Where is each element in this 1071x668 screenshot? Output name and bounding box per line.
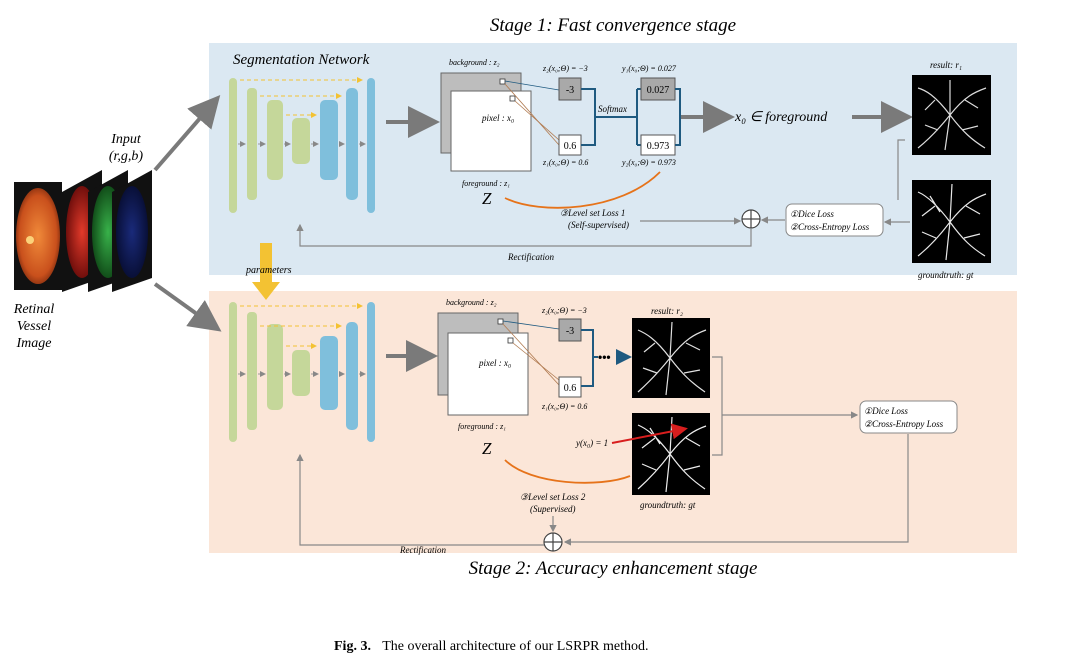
- stage2-foreground-map: [447, 332, 529, 416]
- stage2-y-expr: y(x₀) = 1: [575, 438, 608, 448]
- stage1-z2-expr: z₂(x₀;Θ) = −3: [542, 64, 588, 73]
- parameters-arrow-shaft: [260, 243, 272, 283]
- parameters-arrow-head: [252, 282, 280, 300]
- stage2-levelset-type: (Supervised): [530, 504, 575, 514]
- stage1-softmax-out: [636, 88, 641, 146]
- stage2-pixel-marker-fg: [507, 337, 514, 344]
- stage1-prob-bg: 0.027: [647, 85, 670, 96]
- stage2-pixel-marker-bg: [497, 318, 504, 325]
- stage2-logit-bg: -3: [566, 326, 574, 337]
- stage1-rectification-line: [296, 223, 752, 247]
- stage1-background-label: background : z₂: [449, 58, 500, 67]
- stage2-background-label: background : z₂: [446, 298, 497, 307]
- stage1-y2-expr: y₂(x₀;Θ) = 0.973: [621, 158, 676, 167]
- stage1-dice-loss: ①Dice Loss: [790, 209, 834, 219]
- stage1-panel: [209, 43, 1017, 275]
- stage2-loss-to-sum: [563, 434, 909, 546]
- input-label: Input: [110, 132, 142, 147]
- stage1-z1-expr: z₁(x₀;Θ) = 0.6: [542, 158, 588, 167]
- stage2-rectification-line: [296, 453, 544, 546]
- retinal-label-2: Vessel: [17, 319, 51, 334]
- input-to-stage2-arrow: [153, 282, 222, 332]
- stage1-bg-link: [504, 80, 560, 91]
- stage2-levelset-curve: [504, 459, 631, 484]
- retinal-label-1: Retinal: [13, 302, 55, 317]
- parameters-label: parameters: [245, 265, 292, 276]
- stage1-softmax-in: [581, 88, 637, 146]
- stage1-decision: x₀ ∈ foreground: [734, 110, 828, 125]
- stage2-fg-link: [512, 342, 560, 381]
- stage1-ce-loss: ②Cross-Entropy Loss: [790, 222, 870, 232]
- stage1-foreground-label: foreground : z₁: [462, 179, 510, 188]
- stage2-pixel-label: pixel : x₀: [478, 358, 511, 368]
- stage1-pixel-marker-fg: [509, 95, 516, 102]
- stage1-prob-bracket: [675, 88, 681, 146]
- stage1-levelset-type: (Self-supervised): [568, 220, 629, 230]
- figure-caption: Fig. 3. The overall architecture of our …: [334, 639, 649, 654]
- stage2-rectification-label: Rectification: [399, 545, 446, 555]
- segmentation-network-label: Segmentation Network: [233, 52, 370, 68]
- stage1-logit-bg: -3: [566, 85, 574, 96]
- stage2-result-label: result: r₂: [651, 306, 683, 316]
- stage2-bg-link: [502, 320, 560, 330]
- stage1-fg-link: [514, 100, 560, 141]
- stage2-z1-expr: z₁(x₀;Θ) = 0.6: [541, 402, 587, 411]
- stage1-levelset-loss: ③Level set Loss 1: [560, 208, 625, 218]
- stage1-result-image: [912, 75, 991, 155]
- stage1-prob-fg: 0.973: [647, 141, 670, 152]
- stage2-ellipsis: •••: [598, 350, 611, 364]
- stage2-ce-loss: ②Cross-Entropy Loss: [864, 419, 944, 429]
- stage1-rectification-label: Rectification: [507, 252, 554, 262]
- stage2-z2-expr: z₂(x₀;Θ) = −3: [541, 306, 587, 315]
- stage1-result-label: result: r₁: [930, 60, 962, 70]
- stage1-pixel-label: pixel : x₀: [481, 113, 514, 123]
- stage1-foreground-map: [450, 90, 532, 172]
- softmax-label: Softmax: [598, 104, 627, 114]
- stage1-groundtruth-label: groundtruth: gt: [918, 270, 974, 280]
- stage2-groundtruth-image: [632, 413, 710, 495]
- stage1-y1-expr: y₁(x₀;Θ) = 0.027: [621, 64, 677, 73]
- stage2-z-symbol: Z: [482, 439, 492, 458]
- input-to-stage1-arrow: [153, 94, 221, 172]
- stage1-result-to-loss: [897, 139, 905, 200]
- stage2-foreground-label: foreground : z₁: [458, 422, 506, 431]
- stage1-title: Stage 1: Fast convergence stage: [490, 15, 736, 36]
- stage1-z-symbol: Z: [482, 189, 492, 208]
- stage2-pixel-label-arrow: [611, 423, 688, 444]
- caption-prefix: Fig. 3.: [334, 639, 371, 654]
- stage2-logit-fg: 0.6: [564, 383, 577, 394]
- stage2-groundtruth-label: groundtruth: gt: [640, 500, 696, 510]
- stage2-sum-plus: [544, 533, 562, 551]
- retinal-label-3: Image: [16, 336, 52, 351]
- stage1-loss-box: [785, 203, 884, 237]
- stage1-levelset-curve: [504, 171, 661, 209]
- stage2-levelset-loss: ③Level set Loss 2: [520, 492, 586, 502]
- stage2-result-image: [632, 318, 710, 398]
- input-channels-label: (r,g,b): [109, 149, 144, 164]
- stage1-unet: [229, 77, 375, 213]
- retinal-image: [14, 182, 62, 290]
- stage1-groundtruth-image: [912, 180, 991, 263]
- stage1-bg-link-2: [504, 83, 560, 146]
- stage1-sum-plus: [742, 210, 760, 228]
- stage2-result-to-loss: [712, 356, 723, 456]
- stage2-title: Stage 2: Accuracy enhancement stage: [469, 558, 758, 579]
- stage2-bg-link-2: [502, 323, 560, 386]
- stage2-unet: [229, 302, 375, 442]
- stage1-pixel-marker-bg: [499, 78, 506, 85]
- stage2-logit-bracket: [581, 329, 598, 387]
- caption-text: The overall architecture of our LSRPR me…: [382, 639, 648, 654]
- stage1-logit-fg: 0.6: [564, 141, 577, 152]
- stage2-dice-loss: ①Dice Loss: [864, 406, 908, 416]
- stage2-loss-box: [859, 400, 958, 434]
- rgb-channels: [62, 170, 152, 292]
